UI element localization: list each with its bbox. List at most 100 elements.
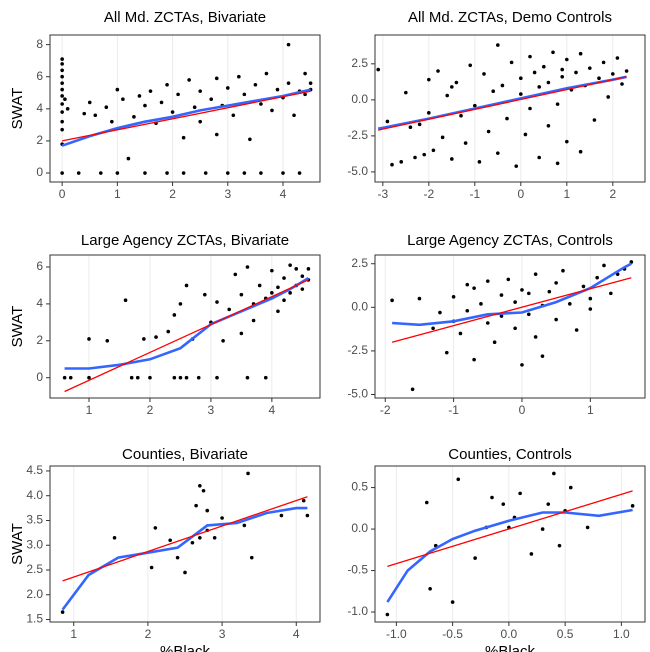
data-point <box>376 67 381 72</box>
data-point <box>602 263 606 268</box>
data-point <box>121 97 125 101</box>
data-point <box>509 60 514 65</box>
data-point <box>554 281 558 285</box>
data-point <box>129 375 134 380</box>
data-point <box>526 312 531 317</box>
panel-border <box>374 465 646 623</box>
data-point <box>68 375 73 380</box>
data-point <box>115 87 120 92</box>
data-point <box>520 288 524 292</box>
data-point <box>87 375 91 380</box>
data-point <box>410 387 415 392</box>
y-tick-label: -2.5 <box>347 343 368 357</box>
data-point <box>215 300 219 304</box>
data-point <box>417 296 422 301</box>
panel: 0 1 2 3 4 0 2 4 6 8 All Md. ZCTAs, Bivariate SWAT <box>9 9 321 201</box>
data-point <box>168 538 172 543</box>
data-point <box>166 329 171 334</box>
y-tick-label: -2.5 <box>347 128 368 142</box>
data-point <box>546 123 551 128</box>
data-point <box>257 283 262 288</box>
data-point <box>196 375 201 380</box>
data-point <box>528 54 532 59</box>
data-point <box>620 82 624 86</box>
data-point <box>190 540 195 545</box>
data-point <box>220 516 224 520</box>
data-point <box>501 502 506 506</box>
data-point <box>413 155 417 160</box>
data-point <box>233 272 238 277</box>
data-point <box>431 326 435 331</box>
data-point <box>486 129 491 134</box>
data-point <box>588 66 592 70</box>
panel-border <box>49 465 321 623</box>
data-point <box>142 337 146 341</box>
data-point <box>546 502 551 506</box>
data-point <box>286 42 291 47</box>
data-point <box>578 149 583 154</box>
data-point <box>565 57 569 62</box>
data-point <box>300 287 305 291</box>
y-tick-label: 1.5 <box>26 612 43 626</box>
data-point <box>390 162 394 167</box>
data-point <box>305 513 310 518</box>
data-point <box>270 291 274 295</box>
plot-background <box>375 35 645 182</box>
data-point <box>445 93 450 98</box>
data-point <box>214 132 219 137</box>
data-point <box>178 375 183 380</box>
data-point <box>60 102 64 106</box>
data-point <box>165 82 169 87</box>
data-point <box>148 375 152 380</box>
y-tick-label: 4.0 <box>26 488 43 502</box>
fit-line <box>387 490 633 568</box>
data-point <box>588 307 593 311</box>
data-point <box>286 81 291 85</box>
data-point <box>212 536 217 540</box>
data-point <box>279 513 284 518</box>
data-point <box>60 87 64 92</box>
y-tick-label: 0 <box>36 370 43 384</box>
data-point <box>578 51 583 56</box>
y-tick-label: 2.5 <box>351 56 368 70</box>
data-point <box>422 152 427 157</box>
data-point <box>60 57 64 61</box>
data-point <box>60 74 64 79</box>
data-point <box>454 80 459 85</box>
data-point <box>112 536 117 540</box>
data-point <box>540 527 545 531</box>
data-point <box>215 375 219 380</box>
data-point <box>431 148 436 153</box>
y-tick-label: -0.5 <box>347 563 368 577</box>
data-point <box>172 375 177 380</box>
data-point <box>528 106 532 111</box>
data-point <box>554 317 558 322</box>
data-point <box>533 335 538 339</box>
x-tick-label: 2 <box>145 627 152 641</box>
data-point <box>153 526 158 530</box>
x-tick-label: 0 <box>517 187 524 201</box>
data-point <box>110 119 114 124</box>
panel-border <box>49 254 321 399</box>
smooth-line <box>64 276 310 370</box>
panel-border <box>374 34 646 183</box>
y-axis-label: SWAT <box>9 523 26 565</box>
data-point <box>98 171 103 175</box>
data-point <box>490 495 494 500</box>
data-point <box>529 552 534 556</box>
data-point <box>404 90 408 95</box>
x-tick-label: 4 <box>280 187 287 201</box>
data-point <box>306 267 311 271</box>
panel-title: Counties, Bivariate <box>122 446 248 463</box>
data-point <box>499 314 504 318</box>
data-point <box>537 155 542 160</box>
data-point <box>198 536 202 540</box>
data-point <box>60 62 64 66</box>
data-point <box>465 282 470 287</box>
data-point <box>551 50 555 55</box>
data-point <box>123 298 128 303</box>
data-point <box>450 157 454 161</box>
fit-line <box>64 279 309 393</box>
data-point <box>170 110 175 114</box>
